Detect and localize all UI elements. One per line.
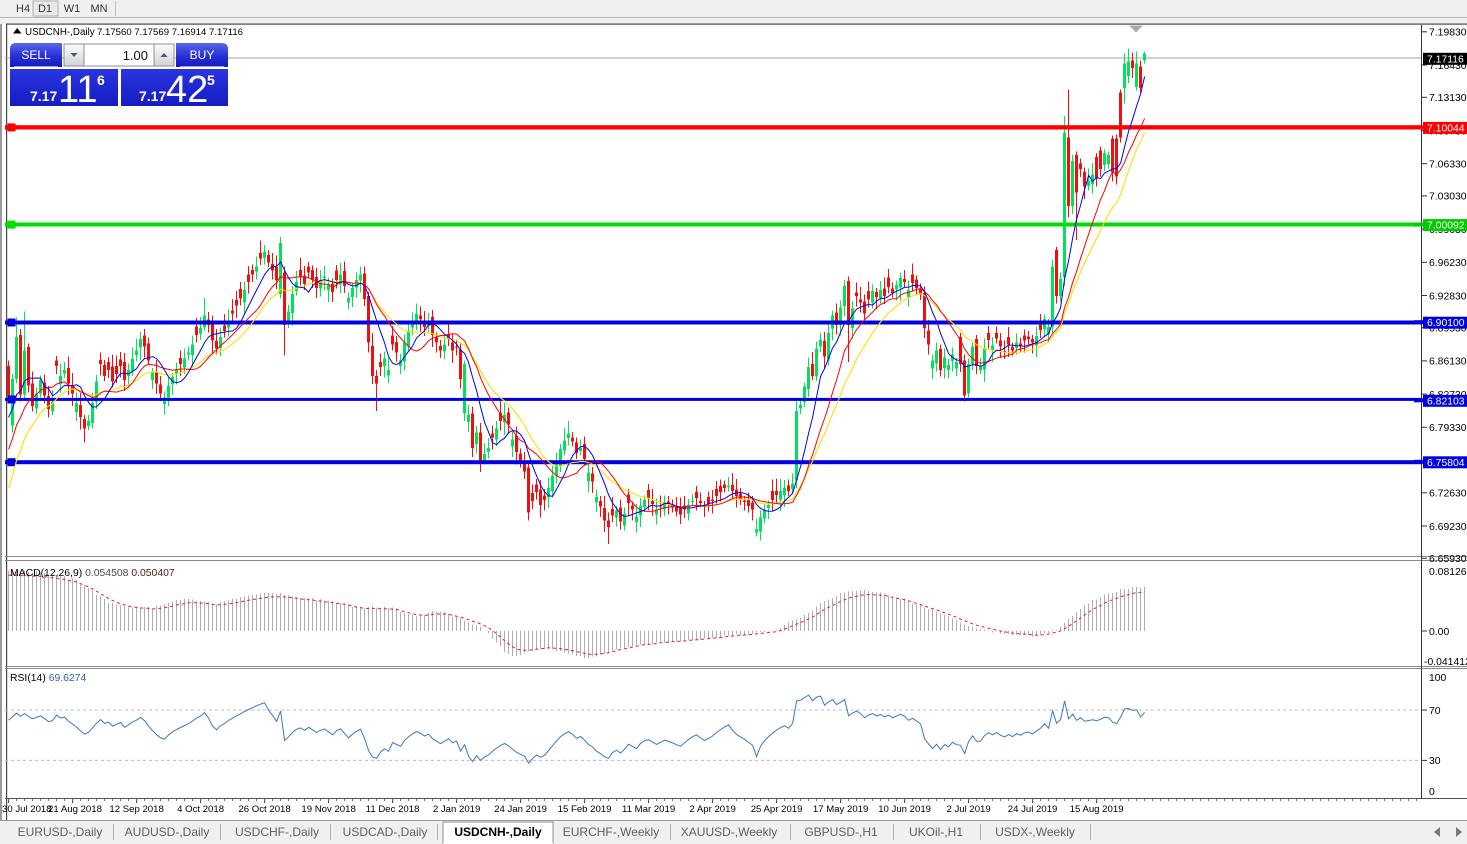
svg-text:EURUSD-,Daily: EURUSD-,Daily xyxy=(18,825,103,839)
svg-text:19 Nov 2018: 19 Nov 2018 xyxy=(301,804,355,815)
svg-text:6.92830: 6.92830 xyxy=(1429,291,1467,302)
svg-text:W1: W1 xyxy=(64,3,81,15)
svg-text:USDCNH-,Daily: USDCNH-,Daily xyxy=(25,27,95,38)
svg-text:6.65930: 6.65930 xyxy=(1429,554,1467,565)
svg-text:6.75804: 6.75804 xyxy=(1427,458,1465,469)
svg-text:7.17560 7.17569 7.16914 7.1711: 7.17560 7.17569 7.16914 7.17116 xyxy=(97,27,243,38)
svg-text:7.06330: 7.06330 xyxy=(1429,160,1467,171)
svg-text:USDX-,Weekly: USDX-,Weekly xyxy=(995,825,1075,839)
svg-text:RSI(14) 69.6274: RSI(14) 69.6274 xyxy=(10,673,86,684)
svg-text:7.03030: 7.03030 xyxy=(1429,192,1467,203)
svg-text:6: 6 xyxy=(97,72,105,88)
svg-text:2 Jan 2019: 2 Jan 2019 xyxy=(433,804,480,815)
svg-text:EURCHF-,Weekly: EURCHF-,Weekly xyxy=(563,825,659,839)
svg-text:MACD(12,26,9) 0.054508 0.05040: MACD(12,26,9) 0.054508 0.050407 xyxy=(10,568,175,579)
svg-text:7.00092: 7.00092 xyxy=(1427,221,1465,232)
svg-text:GBPUSD-,H1: GBPUSD-,H1 xyxy=(804,825,878,839)
svg-text:0: 0 xyxy=(1429,787,1435,798)
svg-text:6.72630: 6.72630 xyxy=(1429,489,1467,500)
svg-text:XAUUSD-,Weekly: XAUUSD-,Weekly xyxy=(681,825,777,839)
svg-text:MN: MN xyxy=(90,3,107,15)
svg-text:5: 5 xyxy=(207,72,215,88)
svg-text:12 Sep 2018: 12 Sep 2018 xyxy=(109,804,163,815)
svg-text:15 Aug 2019: 15 Aug 2019 xyxy=(1070,804,1124,815)
svg-text:7.19830: 7.19830 xyxy=(1429,28,1467,39)
svg-text:USDCAD-,Daily: USDCAD-,Daily xyxy=(343,825,428,839)
svg-text:7.17: 7.17 xyxy=(139,88,166,104)
svg-text:USDCNH-,Daily: USDCNH-,Daily xyxy=(454,825,542,839)
svg-text:11 Mar 2019: 11 Mar 2019 xyxy=(622,804,675,815)
svg-text:17 May 2019: 17 May 2019 xyxy=(813,804,868,815)
svg-text:2 Apr 2019: 2 Apr 2019 xyxy=(689,804,735,815)
svg-text:0.081265: 0.081265 xyxy=(1429,567,1467,578)
svg-text:7.10044: 7.10044 xyxy=(1427,123,1465,134)
svg-text:2 Jul 2019: 2 Jul 2019 xyxy=(946,804,990,815)
svg-text:6.86130: 6.86130 xyxy=(1429,357,1467,368)
svg-text:6.79330: 6.79330 xyxy=(1429,423,1467,434)
svg-text:7.17: 7.17 xyxy=(30,88,57,104)
svg-text:25 Apr 2019: 25 Apr 2019 xyxy=(751,804,803,815)
svg-text:1.00: 1.00 xyxy=(123,48,148,63)
svg-text:0.00: 0.00 xyxy=(1429,627,1449,638)
svg-text:7.13130: 7.13130 xyxy=(1429,93,1467,104)
svg-text:26 Oct 2018: 26 Oct 2018 xyxy=(238,804,290,815)
svg-text:30: 30 xyxy=(1429,756,1441,767)
svg-text:11 Dec 2018: 11 Dec 2018 xyxy=(366,804,420,815)
svg-text:70: 70 xyxy=(1429,706,1441,717)
svg-text:6.69230: 6.69230 xyxy=(1429,522,1467,533)
svg-text:7.16430: 7.16430 xyxy=(1429,61,1467,72)
svg-text:11: 11 xyxy=(58,69,97,111)
svg-text:BUY: BUY xyxy=(190,48,215,62)
svg-text:6.82103: 6.82103 xyxy=(1427,396,1465,407)
svg-text:6.96230: 6.96230 xyxy=(1429,258,1467,269)
svg-text:USDCHF-,Daily: USDCHF-,Daily xyxy=(235,825,319,839)
svg-text:H4: H4 xyxy=(16,3,30,15)
svg-text:UKOil-,H1: UKOil-,H1 xyxy=(909,825,963,839)
svg-text:21 Aug 2018: 21 Aug 2018 xyxy=(48,804,102,815)
svg-text:30 Jul 2018: 30 Jul 2018 xyxy=(2,804,52,815)
svg-text:6.90100: 6.90100 xyxy=(1427,318,1465,329)
svg-text:42: 42 xyxy=(166,69,208,111)
svg-text:6.89530: 6.89530 xyxy=(1429,324,1467,335)
svg-text:-0.041412: -0.041412 xyxy=(1424,657,1467,668)
svg-text:24 Jan 2019: 24 Jan 2019 xyxy=(494,804,547,815)
svg-text:15 Feb 2019: 15 Feb 2019 xyxy=(558,804,612,815)
svg-text:100: 100 xyxy=(1429,673,1447,684)
svg-text:4 Oct 2018: 4 Oct 2018 xyxy=(177,804,224,815)
svg-text:SELL: SELL xyxy=(21,48,51,62)
svg-text:7.17116: 7.17116 xyxy=(1427,54,1464,65)
svg-text:AUDUSD-,Daily: AUDUSD-,Daily xyxy=(125,825,210,839)
svg-text:10 Jun 2019: 10 Jun 2019 xyxy=(878,804,931,815)
svg-text:D1: D1 xyxy=(38,3,52,15)
svg-text:24 Jul 2019: 24 Jul 2019 xyxy=(1008,804,1058,815)
